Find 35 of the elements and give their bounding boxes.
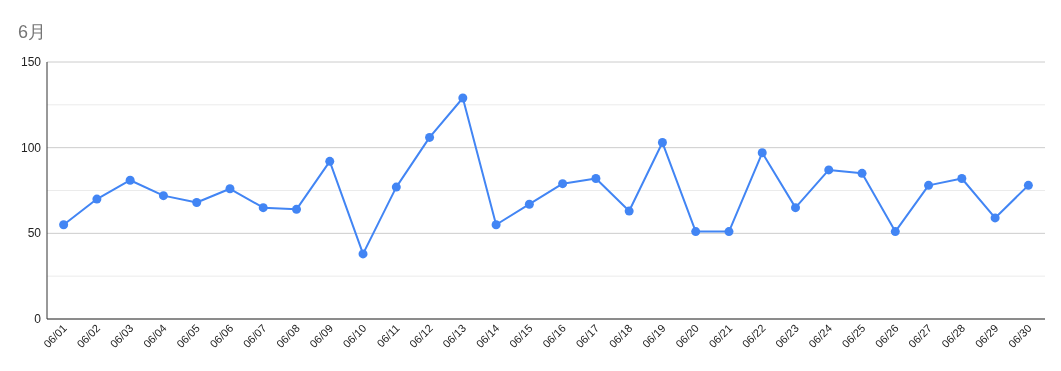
point	[624, 206, 634, 216]
point	[125, 175, 135, 185]
y-tick-label: 100	[20, 140, 42, 155]
point	[957, 174, 967, 184]
point	[192, 197, 202, 207]
y-tick-label: 50	[27, 226, 42, 241]
point	[491, 220, 501, 230]
point	[1023, 180, 1033, 190]
point	[924, 180, 934, 190]
point	[391, 182, 401, 192]
point	[990, 213, 1000, 223]
point	[890, 227, 900, 237]
point	[258, 203, 268, 213]
point	[292, 204, 301, 214]
point	[92, 194, 102, 204]
point	[325, 156, 335, 166]
point	[691, 227, 701, 237]
point	[558, 179, 568, 189]
point	[425, 132, 435, 142]
point	[158, 191, 168, 201]
point	[225, 184, 235, 194]
point	[458, 93, 468, 103]
point	[358, 249, 368, 259]
point	[591, 174, 601, 184]
point	[524, 199, 534, 209]
point	[791, 203, 800, 213]
point	[757, 148, 767, 158]
point	[59, 220, 69, 230]
y-tick-label: 0	[34, 312, 42, 326]
point	[657, 138, 667, 148]
point	[824, 165, 834, 175]
y-tick-label: 150	[20, 55, 42, 69]
point	[724, 227, 734, 237]
title: 6月	[18, 22, 46, 42]
point	[857, 168, 867, 178]
